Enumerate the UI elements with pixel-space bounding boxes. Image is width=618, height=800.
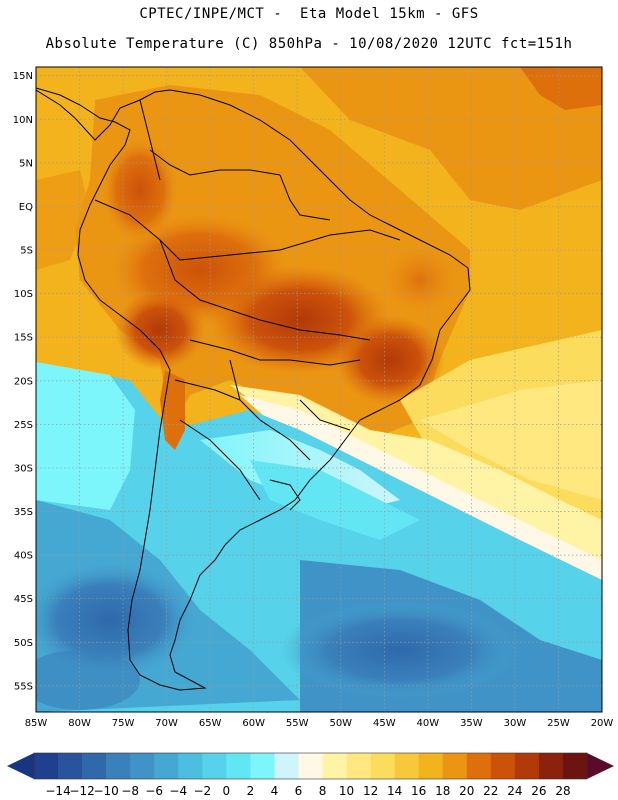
lat-tick-label: 5N xyxy=(19,158,33,169)
lat-lon-grid xyxy=(36,67,602,712)
lat-tick-label: 5S xyxy=(20,246,33,257)
colorbar-cell xyxy=(34,753,59,779)
lon-tick-label: 65W xyxy=(199,718,222,729)
colorbar-cell xyxy=(346,753,371,779)
lat-tick-label: 15S xyxy=(14,333,33,344)
lat-tick-label: EQ xyxy=(19,202,33,213)
colorbar-cell xyxy=(298,753,323,779)
colorbar-tick-label: −8 xyxy=(121,784,139,798)
lat-tick-label: 20S xyxy=(14,376,33,387)
lon-tick-label: 55W xyxy=(286,718,309,729)
colorbar-cell xyxy=(274,753,299,779)
lon-tick-label: 85W xyxy=(25,718,48,729)
lon-tick-label: 30W xyxy=(504,718,527,729)
lat-tick-label: 10N xyxy=(13,115,33,126)
lat-tick-label: 50S xyxy=(14,638,33,649)
colorbar-cell xyxy=(394,753,419,779)
colorbar-cell xyxy=(130,753,155,779)
lon-tick-label: 20W xyxy=(591,718,614,729)
lat-tick-label: 10S xyxy=(14,289,33,300)
lon-tick-label: 45W xyxy=(373,718,396,729)
lon-tick-label: 50W xyxy=(329,718,352,729)
lat-tick-label: 25S xyxy=(14,420,33,431)
colorbar-outline xyxy=(33,752,588,780)
colorbar-cell xyxy=(538,753,564,779)
lon-tick-label: 75W xyxy=(112,718,135,729)
colorbar-tick-label: −14 xyxy=(45,784,70,798)
colorbar-tick-label: 18 xyxy=(435,784,450,798)
lon-tick-label: 60W xyxy=(242,718,265,729)
colorbar-tick-label: 10 xyxy=(339,784,354,798)
lon-tick-label: 80W xyxy=(68,718,91,729)
temperature-field xyxy=(36,67,602,712)
colorbar-tick-label: 8 xyxy=(319,784,327,798)
colorbar-cell xyxy=(370,753,395,779)
colorbar-over-arrow xyxy=(587,753,614,779)
lat-tick-label: 40S xyxy=(14,551,33,562)
lon-tick-label: 35W xyxy=(460,718,483,729)
colorbar-tick-label: 20 xyxy=(459,784,474,798)
colorbar-tick-label: −6 xyxy=(145,784,163,798)
colorbar-cell xyxy=(466,753,492,779)
colorbar-cell xyxy=(58,753,83,779)
colorbar-cell xyxy=(154,753,179,779)
colorbar-cell xyxy=(562,753,588,779)
colorbar-cell xyxy=(226,753,251,779)
colorbar-cell xyxy=(178,753,203,779)
colorbar-cell xyxy=(442,753,468,779)
colorbar-tick-label: 22 xyxy=(483,784,498,798)
map-title-line2: Absolute Temperature (C) 850hPa - 10/08/… xyxy=(45,36,573,52)
colorbar-tick-label: 14 xyxy=(387,784,402,798)
colorbar-cell xyxy=(490,753,516,779)
colorbar-cell xyxy=(514,753,540,779)
lon-tick-label: 40W xyxy=(417,718,440,729)
colorbar-tick-label: 28 xyxy=(555,784,570,798)
colorbar-tick-label: −12 xyxy=(69,784,94,798)
colorbar-cell xyxy=(250,753,275,779)
map-frame xyxy=(35,66,603,713)
lat-tick-label: 35S xyxy=(14,507,33,518)
colorbar-cell xyxy=(202,753,227,779)
colorbar-tick-label: 26 xyxy=(531,784,546,798)
colorbar-tick-label: 2 xyxy=(247,784,255,798)
colorbar-tick-label: −4 xyxy=(169,784,187,798)
colorbar-cell xyxy=(82,753,107,779)
colorbar-tick-label: 0 xyxy=(223,784,231,798)
colorbar-tick-label: 6 xyxy=(295,784,303,798)
colorbar-under-arrow xyxy=(7,753,34,779)
lon-tick-label: 70W xyxy=(155,718,178,729)
lat-tick-label: 55S xyxy=(14,681,33,692)
colorbar-cell xyxy=(106,753,131,779)
latitude-axis-labels: 15N 10N 5N EQ 5S 10S 15S 20S 25S 30S 35S 40S 45S 50S 5… xyxy=(13,71,33,692)
lon-tick-label: 25W xyxy=(547,718,570,729)
lat-tick-label: 45S xyxy=(14,594,33,605)
colorbar-tick-label: 4 xyxy=(271,784,279,798)
colorbar-tick-label: 24 xyxy=(507,784,522,798)
colorbar-tick-label: 12 xyxy=(363,784,378,798)
colorbar-tick-label: 16 xyxy=(411,784,426,798)
colorbar-cell xyxy=(418,753,444,779)
colorbar-cell xyxy=(322,753,347,779)
coastline-borders xyxy=(36,87,471,691)
map-title-line1: CPTEC/INPE/MCT - Eta Model 15km - GFS xyxy=(139,6,479,22)
lat-tick-label: 30S xyxy=(14,463,33,474)
lat-tick-label: 15N xyxy=(13,71,33,82)
longitude-axis-labels: 85W 80W 75W 70W 65W 60W 55W 50W 45W 40W 35W 30W 25W 2… xyxy=(25,718,614,729)
colorbar-tick-label: −2 xyxy=(193,784,211,798)
colorbar-tick-label: −10 xyxy=(93,784,118,798)
temperature-colorbar: −14−12−10 −8 −6 −4 −2 0 2 4 6 8 10 12 14 16 18 20 22 24 26… xyxy=(7,752,614,798)
